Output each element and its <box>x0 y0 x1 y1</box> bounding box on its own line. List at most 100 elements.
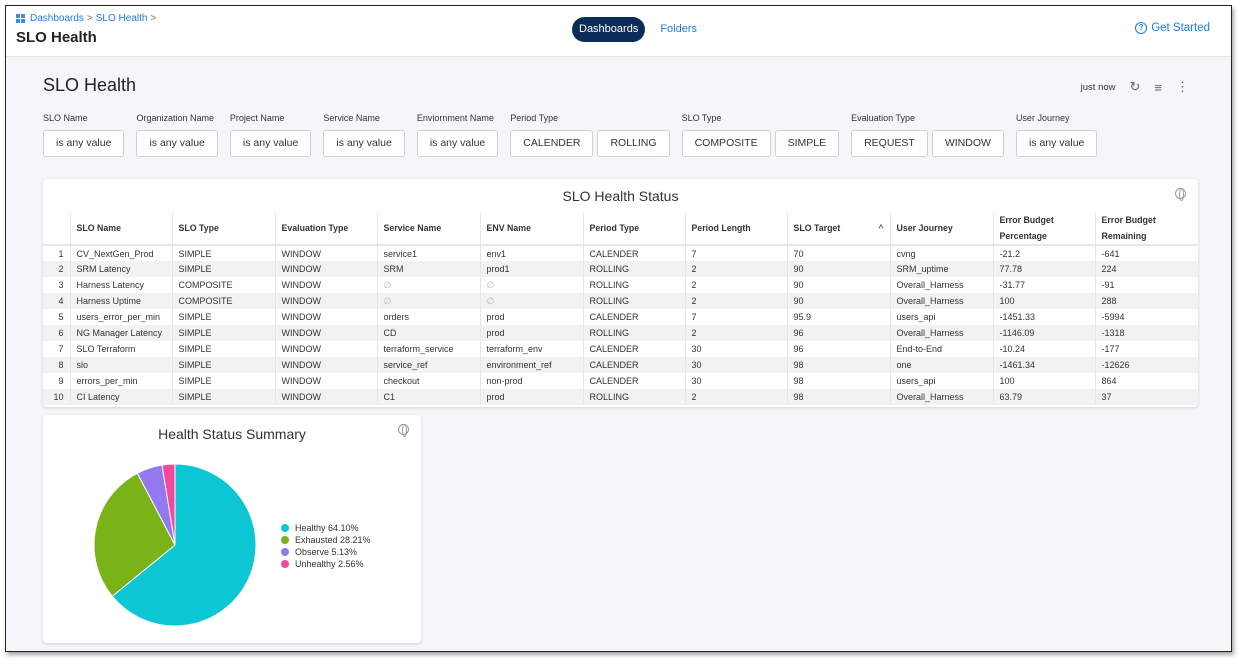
table-cell: ∅ <box>376 277 480 293</box>
table-cell: Harness Latency <box>69 277 172 293</box>
pie-slice-unhealthy[interactable] <box>161 463 176 546</box>
filter-icon[interactable]: ≡ <box>1154 79 1162 95</box>
table-row[interactable]: 1 CV_NextGen_Prod SIMPLE WINDOW service1 env1… <box>43 245 1198 261</box>
filter-option-button[interactable]: is any value <box>43 130 125 157</box>
table-row[interactable]: 6 NG Manager Latency SIMPLE WINDOW CD prod ROL… <box>43 325 1198 341</box>
column-header[interactable]: Error Budget Percentage <box>992 212 1095 246</box>
column-header[interactable]: Period Type <box>582 212 685 246</box>
filter-option-button[interactable]: COMPOSITE <box>681 130 771 157</box>
column-header-label: SLO Type <box>178 223 219 233</box>
pie-slice-exhausted[interactable] <box>93 472 176 597</box>
table-cell: 96 <box>786 325 890 341</box>
table-cell: 7 <box>684 309 787 325</box>
column-header[interactable]: SLO Type <box>171 212 275 246</box>
pie-chart <box>93 463 257 627</box>
filter-option-button[interactable]: is any value <box>1015 130 1098 157</box>
legend-item[interactable]: Exhausted 28.21% <box>281 534 371 546</box>
table-cell: service_ref <box>376 357 480 373</box>
table-row[interactable]: 9 errors_per_min SIMPLE WINDOW checkout non-p… <box>43 373 1198 389</box>
filter-option-button[interactable]: is any value <box>229 130 312 157</box>
more-options-icon[interactable]: ⋮ <box>1176 79 1189 94</box>
table-row[interactable]: 5 users_error_per_min SIMPLE WINDOW orders pr… <box>43 309 1198 325</box>
filter-option-button[interactable]: is any value <box>416 130 499 157</box>
table-row[interactable]: 8 slo SIMPLE WINDOW service_ref environment_r… <box>43 357 1198 373</box>
table-cell: terraform_service <box>376 341 480 357</box>
table-cell: ROLLING <box>582 277 685 293</box>
globe-icon[interactable] <box>398 424 409 437</box>
pie-slice-healthy[interactable] <box>111 463 257 627</box>
table-cell: ROLLING <box>582 293 685 309</box>
table-cell: 30 <box>684 357 787 373</box>
filter-option-button[interactable]: WINDOW <box>931 130 1004 157</box>
table-cell: -12626 <box>1094 357 1198 373</box>
table-row[interactable]: 4 Harness Uptime COMPOSITE WINDOW ∅ ∅ ROLLING 2… <box>43 293 1198 309</box>
page-title: SLO Health <box>16 29 97 46</box>
chart-title: Health Status Summary <box>158 426 306 442</box>
column-header[interactable]: Evaluation Type <box>274 212 377 246</box>
table-cell: WINDOW <box>274 309 377 325</box>
table-cell: Overall_Harness <box>889 389 993 405</box>
filter-option-button[interactable]: CALENDER <box>510 130 594 157</box>
help-icon: ? <box>1135 22 1148 34</box>
filter-group: Enviornment Name is any value <box>416 113 499 157</box>
legend-item[interactable]: Unhealthy 2.56% <box>281 558 371 570</box>
filter-option-button[interactable]: ROLLING <box>597 130 670 157</box>
legend-swatch <box>281 560 289 568</box>
column-header[interactable]: Period Length <box>684 212 787 246</box>
legend-item[interactable]: Healthy 64.10% <box>281 522 371 534</box>
table-cell: -10.24 <box>992 341 1095 357</box>
table-cell: prod <box>479 309 583 325</box>
table-cell: users_api <box>889 309 993 325</box>
column-header[interactable]: Error Budget Remaining <box>1094 212 1198 246</box>
table-cell: environment_ref <box>479 357 583 373</box>
tab-folders[interactable]: Folders <box>660 23 698 35</box>
get-started-link[interactable]: ? Get Started <box>1135 22 1210 34</box>
column-header[interactable]: Service Name <box>376 212 480 246</box>
table-row[interactable]: 3 Harness Latency COMPOSITE WINDOW ∅ ∅ ROLLING… <box>43 277 1198 293</box>
table-cell: C1 <box>376 389 480 405</box>
table-cell: prod <box>479 389 583 405</box>
column-header[interactable]: ENV Name <box>479 212 583 246</box>
table-cell: COMPOSITE <box>171 277 275 293</box>
table-cell: WINDOW <box>274 373 377 389</box>
filter-label: Enviornment Name <box>416 113 494 123</box>
breadcrumb-dashboards[interactable]: Dashboards <box>30 13 84 24</box>
table-cell: WINDOW <box>274 293 377 309</box>
column-header[interactable]: SLO Target ^ <box>786 212 890 246</box>
table-cell: WINDOW <box>274 261 377 277</box>
filter-group: Period Type CALENDER ROLLING <box>510 113 670 157</box>
legend-label: Exhausted 28.21% <box>295 535 371 545</box>
table-cell: -5994 <box>1094 309 1198 325</box>
table-cell: SLO Terraform <box>69 341 172 357</box>
column-header[interactable]: User Journey <box>889 212 993 246</box>
filter-option-button[interactable]: is any value <box>323 130 405 157</box>
table-cell: SIMPLE <box>171 389 275 405</box>
tab-dashboards[interactable]: Dashboards <box>572 17 646 42</box>
row-index: 5 <box>58 312 64 322</box>
filter-option-button[interactable]: REQUEST <box>851 130 928 157</box>
row-index: 2 <box>43 261 70 277</box>
table-cell: WINDOW <box>274 277 377 293</box>
filter-group: Evaluation Type REQUEST WINDOW <box>851 113 1004 157</box>
filter-option-button[interactable]: SIMPLE <box>774 130 840 157</box>
app-window: Dashboards > SLO Health > SLO Health Dashb… <box>5 5 1232 652</box>
column-header-label: SLO Target <box>793 223 841 233</box>
table-cell: -1461.34 <box>992 357 1095 373</box>
table-cell: 90 <box>786 261 890 277</box>
row-index: 3 <box>58 280 64 290</box>
table-row[interactable]: 2 SRM Latency SIMPLE WINDOW SRM prod1 ROLLING 2… <box>43 261 1198 277</box>
table-cell: 70 <box>786 245 890 261</box>
breadcrumb-slo-health[interactable]: SLO Health <box>95 13 148 24</box>
column-header[interactable]: SLO Name <box>69 212 172 246</box>
table-cell: SIMPLE <box>171 373 275 389</box>
table-row[interactable]: 10 CI Latency SIMPLE WINDOW C1 prod ROLLING 2 98… <box>43 389 1198 405</box>
globe-icon[interactable] <box>1175 188 1186 201</box>
legend-item[interactable]: Observe 5.13% <box>281 546 371 558</box>
table-cell: errors_per_min <box>69 373 172 389</box>
refresh-icon[interactable]: ↻ <box>1129 79 1141 94</box>
table-row[interactable]: 7 SLO Terraform SIMPLE WINDOW terraform_serv… <box>43 341 1198 357</box>
row-index: 9 <box>58 376 64 386</box>
sort-asc-icon[interactable]: ^ <box>878 223 884 233</box>
last-refreshed: just now <box>1080 81 1116 93</box>
filter-option-button[interactable]: is any value <box>136 130 218 157</box>
